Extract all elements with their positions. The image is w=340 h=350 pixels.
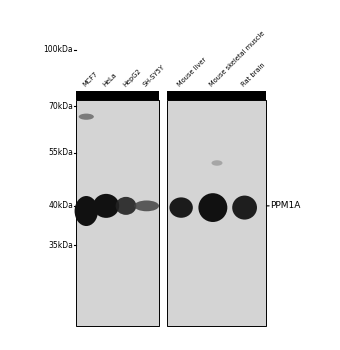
Text: 35kDa: 35kDa: [48, 241, 73, 250]
Text: 40kDa: 40kDa: [48, 201, 73, 210]
Ellipse shape: [74, 196, 98, 226]
Text: HepG2: HepG2: [122, 67, 142, 88]
Ellipse shape: [232, 196, 257, 219]
Bar: [167, 91, 267, 99]
Ellipse shape: [169, 197, 193, 218]
Ellipse shape: [93, 194, 119, 218]
Text: SH-SY5Y: SH-SY5Y: [142, 63, 166, 88]
Text: Rat brain: Rat brain: [240, 62, 266, 88]
Ellipse shape: [199, 193, 227, 222]
Text: Mouse skeletal muscle: Mouse skeletal muscle: [209, 30, 266, 88]
Bar: [76, 91, 159, 99]
Text: Mouse liver: Mouse liver: [177, 56, 208, 88]
Bar: [167, 99, 267, 326]
Ellipse shape: [79, 114, 94, 120]
Ellipse shape: [134, 201, 159, 211]
Text: 55kDa: 55kDa: [48, 148, 73, 157]
Ellipse shape: [211, 160, 222, 166]
Text: HeLa: HeLa: [102, 71, 118, 88]
Text: 100kDa: 100kDa: [44, 45, 73, 54]
Text: PPM1A: PPM1A: [271, 201, 301, 210]
Text: 70kDa: 70kDa: [48, 102, 73, 111]
Bar: [76, 99, 159, 326]
Ellipse shape: [116, 197, 136, 215]
Text: MCF7: MCF7: [82, 70, 99, 88]
